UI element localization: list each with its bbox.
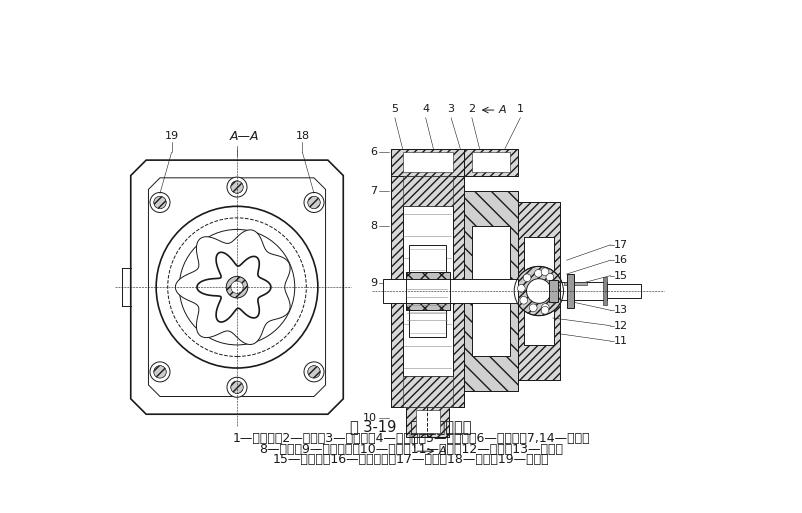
Text: 19: 19 (164, 131, 179, 141)
Circle shape (520, 297, 528, 304)
Circle shape (308, 196, 320, 209)
Bar (464, 191, 518, 391)
Circle shape (541, 268, 549, 275)
Bar (566, 274, 574, 308)
Bar (403, 376, 452, 406)
Text: 7: 7 (370, 186, 377, 196)
Circle shape (231, 381, 243, 393)
Text: 13: 13 (614, 305, 628, 315)
Bar (407, 406, 449, 437)
Bar (525, 237, 554, 345)
Circle shape (535, 269, 542, 277)
Circle shape (231, 381, 243, 393)
Circle shape (527, 279, 551, 303)
Text: A: A (499, 105, 506, 115)
Bar (403, 175, 452, 206)
Text: 2: 2 (468, 104, 476, 114)
Text: 18: 18 (295, 131, 310, 141)
Text: A—A: A—A (230, 130, 260, 143)
Circle shape (227, 177, 247, 197)
Text: 5: 5 (391, 104, 399, 114)
Text: 3: 3 (448, 104, 455, 114)
Circle shape (308, 366, 320, 378)
Circle shape (304, 362, 324, 382)
Bar (383, 280, 518, 303)
Text: 10: 10 (363, 413, 377, 423)
Circle shape (541, 304, 549, 311)
Text: 1: 1 (516, 104, 524, 114)
Circle shape (553, 284, 560, 291)
Text: 14: 14 (614, 286, 629, 296)
Circle shape (541, 306, 549, 314)
Circle shape (308, 366, 320, 378)
Text: 4: 4 (422, 104, 429, 114)
Bar (549, 280, 558, 302)
Circle shape (308, 196, 320, 209)
Polygon shape (148, 178, 326, 397)
Polygon shape (131, 160, 343, 414)
Bar (391, 149, 518, 175)
Bar (472, 226, 510, 357)
Circle shape (150, 192, 170, 212)
Polygon shape (197, 252, 271, 322)
Circle shape (231, 181, 243, 193)
Circle shape (514, 266, 564, 315)
Text: 1—前泵盖；2—壳体；3—圆柱销；4—后泵盖；5—外转子；6—内转子；7,14—平键；: 1—前泵盖；2—壳体；3—圆柱销；4—后泵盖；5—外转子；6—内转子；7,14—… (233, 432, 589, 445)
Circle shape (529, 304, 537, 312)
Circle shape (180, 229, 295, 345)
Circle shape (154, 196, 166, 209)
Circle shape (154, 366, 166, 378)
Text: 11: 11 (614, 336, 628, 346)
Circle shape (517, 285, 525, 292)
Text: 8—压盖；9—滚针轴承；10—油堵；11—卡圈；12—法兰；13—泵轴；: 8—压盖；9—滚针轴承；10—油堵；11—卡圈；12—法兰；13—泵轴； (259, 443, 563, 456)
Circle shape (156, 206, 318, 368)
Circle shape (227, 377, 247, 397)
Bar (391, 175, 464, 406)
Text: 15: 15 (614, 271, 628, 281)
Text: 图 3-19   摆线齿轮泵结构: 图 3-19 摆线齿轮泵结构 (350, 420, 472, 435)
Bar (415, 410, 439, 433)
Text: 17: 17 (614, 240, 629, 250)
Bar (409, 245, 447, 337)
Bar (518, 203, 561, 380)
Bar (406, 272, 450, 310)
Text: 6: 6 (371, 147, 377, 157)
Bar (472, 152, 510, 172)
Circle shape (546, 273, 553, 281)
Bar (403, 206, 452, 376)
Circle shape (550, 295, 558, 303)
Bar (603, 277, 606, 305)
Bar (406, 272, 450, 310)
Text: 15—密封环；16—弹簧挡圈；17—轴承；18—螺栓；19—卸荷槽: 15—密封环；16—弹簧挡圈；17—轴承；18—螺栓；19—卸荷槽 (273, 453, 549, 466)
Circle shape (304, 192, 324, 212)
Bar (391, 149, 518, 175)
Circle shape (231, 281, 243, 293)
Bar (403, 152, 452, 172)
Text: 9: 9 (370, 279, 377, 288)
Circle shape (523, 274, 531, 282)
Text: 8: 8 (370, 221, 377, 230)
Bar (464, 191, 518, 391)
Text: 12: 12 (614, 321, 629, 331)
Circle shape (154, 366, 166, 378)
Bar (565, 282, 587, 285)
Text: A: A (439, 446, 447, 456)
Circle shape (226, 277, 248, 298)
Bar (407, 406, 449, 437)
Bar (518, 203, 561, 380)
Bar (391, 175, 464, 406)
Text: 16: 16 (614, 255, 628, 265)
Circle shape (168, 218, 306, 357)
Bar (606, 284, 642, 298)
Polygon shape (176, 230, 290, 344)
Bar (561, 282, 606, 300)
Circle shape (231, 181, 243, 193)
Circle shape (150, 362, 170, 382)
Circle shape (154, 196, 166, 209)
